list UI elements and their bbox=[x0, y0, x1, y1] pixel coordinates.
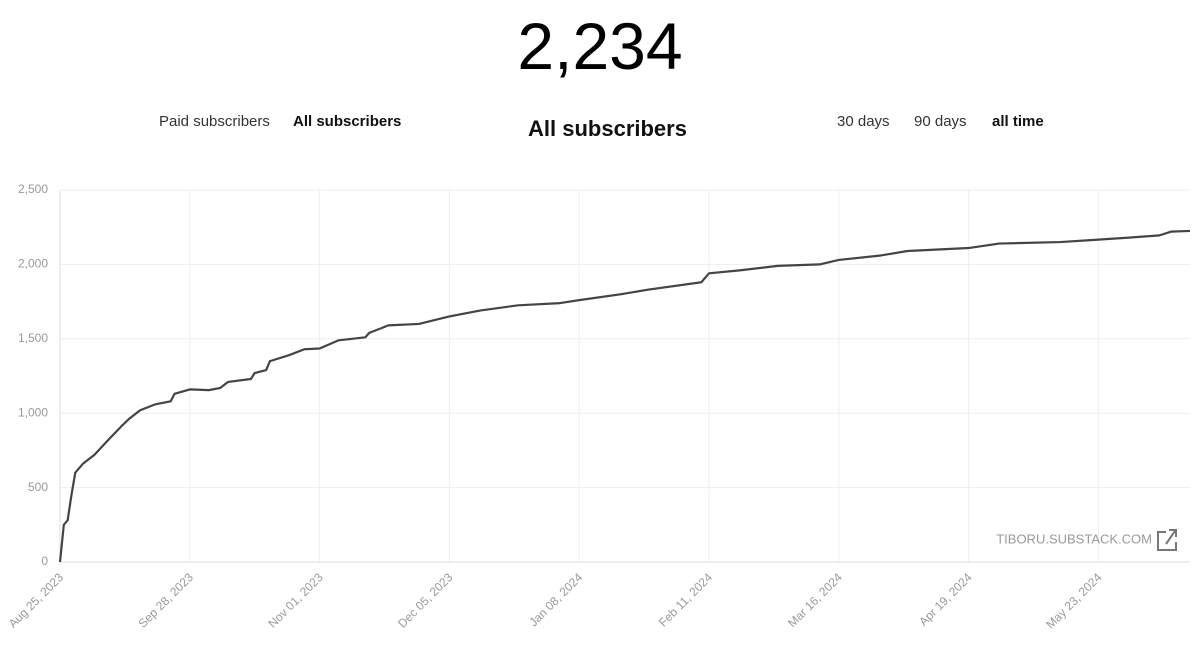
x-tick-label: Apr 19, 2024 bbox=[916, 570, 975, 629]
x-tick-label: Nov 01, 2023 bbox=[265, 570, 326, 631]
x-tick-label: Aug 25, 2023 bbox=[6, 570, 67, 631]
y-tick-label: 1,000 bbox=[18, 405, 48, 419]
x-tick-label: Feb 11, 2024 bbox=[656, 570, 716, 630]
chart-heading: All subscribers bbox=[528, 116, 687, 141]
x-tick-label: May 23, 2024 bbox=[1043, 570, 1105, 632]
watermark: TIBORU.SUBSTACK.COM bbox=[996, 531, 1152, 546]
y-tick-label: 2,000 bbox=[18, 257, 48, 271]
series-line bbox=[58, 229, 1191, 563]
y-tick-label: 1,500 bbox=[18, 331, 48, 345]
range-tab[interactable]: 30 days bbox=[837, 113, 890, 130]
x-tick-label: Sep 28, 2023 bbox=[136, 570, 197, 631]
external-link-icon bbox=[1157, 529, 1177, 551]
range-tab[interactable]: all time bbox=[992, 113, 1044, 130]
x-tick-label: Jan 08, 2024 bbox=[526, 570, 585, 629]
y-tick-label: 2,500 bbox=[18, 182, 48, 196]
total-count: 2,234 bbox=[517, 9, 683, 83]
audience-tab[interactable]: Paid subscribers bbox=[159, 113, 270, 130]
y-tick-label: 0 bbox=[41, 554, 48, 568]
y-tick-label: 500 bbox=[28, 480, 48, 494]
x-tick-label: Dec 05, 2023 bbox=[395, 570, 456, 631]
audience-tab[interactable]: All subscribers bbox=[293, 113, 402, 130]
axes: 0 500 1,000 1,500 2,000 2,500 Aug 25, 2023 Sep … bbox=[6, 182, 1191, 632]
range-tab[interactable]: 90 days bbox=[914, 113, 967, 130]
x-tick-label: Mar 16, 2024 bbox=[785, 570, 845, 630]
